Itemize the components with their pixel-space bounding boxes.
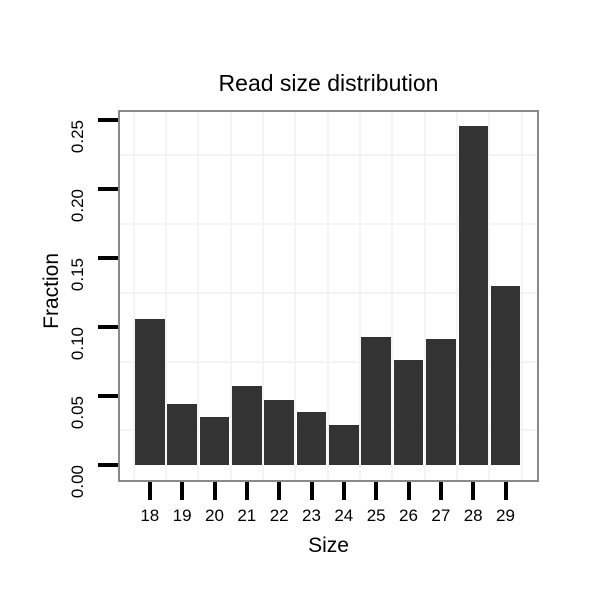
bar xyxy=(167,404,197,465)
x-tick xyxy=(438,482,443,500)
x-tick xyxy=(471,482,476,500)
grid-line-vertical xyxy=(229,112,232,480)
grid-line-vertical xyxy=(294,112,297,480)
x-tick-label: 25 xyxy=(366,506,386,525)
y-tick xyxy=(98,256,118,261)
x-tick-label: 29 xyxy=(496,506,515,525)
x-tick-label: 23 xyxy=(302,506,321,525)
bar xyxy=(329,424,359,465)
x-tick xyxy=(180,482,185,500)
grid-line-vertical xyxy=(488,112,491,480)
grid-line-vertical xyxy=(359,112,361,480)
grid-line-vertical xyxy=(456,112,458,480)
y-tick xyxy=(98,393,118,398)
grid-line-vertical xyxy=(326,112,329,480)
grid-line-horizontal xyxy=(120,360,537,363)
x-tick-label: 26 xyxy=(399,506,418,525)
y-tick xyxy=(98,187,118,192)
x-tick-label: 28 xyxy=(463,506,483,525)
y-axis-title: Fraction xyxy=(40,253,63,329)
grid-line-horizontal xyxy=(120,222,537,225)
bar xyxy=(232,386,262,465)
x-tick-label: 18 xyxy=(140,506,160,525)
x-tick-label: 22 xyxy=(269,506,289,525)
x-tick xyxy=(309,482,314,500)
y-tick xyxy=(98,462,118,467)
bar xyxy=(426,339,456,465)
chart-title: Read size distribution xyxy=(218,70,439,96)
grid-line-vertical xyxy=(391,112,394,480)
x-tick xyxy=(277,482,282,500)
y-tick xyxy=(98,325,118,329)
x-tick xyxy=(147,482,152,500)
x-tick-label: 20 xyxy=(205,506,224,525)
x-tick xyxy=(212,482,217,500)
y-tick-label: 0.10 xyxy=(68,327,87,361)
x-tick-label: 27 xyxy=(431,506,451,525)
grid-line-horizontal xyxy=(120,429,537,432)
x-tick xyxy=(406,482,411,500)
grid-line-vertical xyxy=(197,112,200,480)
x-tick xyxy=(374,482,379,500)
y-tick-label: 0.15 xyxy=(68,258,87,292)
grid-line-horizontal xyxy=(120,291,537,294)
bar xyxy=(361,336,391,465)
grid-line-horizontal xyxy=(120,153,537,156)
bar xyxy=(393,360,424,465)
bar xyxy=(458,125,488,465)
y-tick-label: 0.00 xyxy=(68,464,87,498)
bar xyxy=(199,416,230,465)
bar xyxy=(296,412,327,465)
x-tick-label: 21 xyxy=(237,506,257,525)
y-tick-label: 0.25 xyxy=(68,120,87,154)
bar xyxy=(264,400,294,465)
x-tick xyxy=(503,482,508,500)
bar xyxy=(135,318,165,465)
grid-line-vertical xyxy=(165,112,167,480)
x-axis-title: Size xyxy=(308,534,349,557)
grid-line-vertical xyxy=(423,112,426,480)
grid-line-vertical xyxy=(520,112,523,480)
grid-line-vertical xyxy=(262,112,264,480)
grid-line-vertical xyxy=(132,112,135,480)
x-tick-label: 24 xyxy=(334,506,354,525)
x-tick-label: 19 xyxy=(172,506,192,525)
y-tick-label: 0.20 xyxy=(68,189,87,223)
y-tick-label: 0.05 xyxy=(68,395,87,429)
bar xyxy=(490,285,521,465)
x-tick xyxy=(341,482,346,500)
y-tick xyxy=(98,118,118,123)
x-tick xyxy=(244,482,249,500)
